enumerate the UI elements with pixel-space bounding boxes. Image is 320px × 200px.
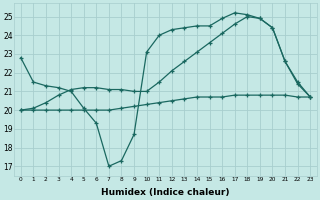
X-axis label: Humidex (Indice chaleur): Humidex (Indice chaleur) bbox=[101, 188, 230, 197]
